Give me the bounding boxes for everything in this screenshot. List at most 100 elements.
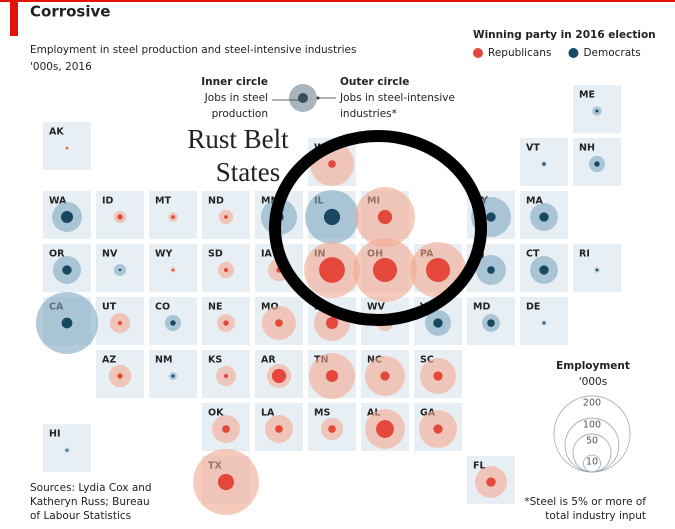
inner-bubble — [170, 320, 176, 326]
key-heading: Inner circle — [201, 76, 268, 88]
inner-bubble — [117, 320, 123, 326]
key-pointer-dot — [316, 96, 320, 100]
source-text: Sources: Lydia Cox and — [30, 482, 152, 494]
inner-bubble — [66, 147, 68, 150]
inner-bubble — [224, 215, 228, 219]
legend-title: Winning party in 2016 election — [473, 29, 656, 41]
units: '000s, 2016 — [30, 61, 92, 73]
state-label: ND — [208, 196, 224, 207]
inner-bubble — [66, 449, 68, 452]
state-label: LA — [261, 408, 275, 419]
inner-bubble — [61, 317, 73, 329]
inner-bubble — [542, 162, 546, 166]
inner-bubble — [275, 425, 283, 433]
inner-bubble — [328, 425, 336, 433]
state-label: SC — [420, 355, 434, 366]
size-legend-label: 50 — [586, 435, 598, 446]
inner-bubble — [319, 257, 345, 283]
legend-swatch — [568, 48, 579, 58]
legend-label: Democrats — [583, 47, 640, 59]
state-label: NE — [208, 302, 222, 313]
inner-bubble — [171, 374, 175, 378]
state-label: WY — [155, 249, 172, 260]
state-label: NV — [102, 249, 118, 260]
state-label: NH — [579, 143, 595, 154]
size-legend-label: 10 — [586, 456, 598, 467]
inner-bubble — [372, 257, 398, 283]
key-text: Jobs in steel — [204, 92, 268, 104]
inner-bubble — [60, 210, 74, 224]
state-label: SD — [208, 249, 223, 260]
state-label: IA — [261, 249, 273, 260]
inner-bubble — [487, 266, 495, 274]
inner-bubble — [380, 371, 390, 381]
state-label: AZ — [102, 355, 116, 366]
inner-bubble — [595, 109, 599, 113]
inner-bubble — [594, 161, 600, 167]
state-label: RI — [579, 249, 590, 260]
key-inner-circle — [298, 93, 308, 103]
state-label: UT — [102, 302, 117, 313]
state-label: OR — [49, 249, 65, 260]
inner-bubble — [325, 316, 339, 330]
inner-bubble — [433, 371, 443, 381]
footnote: total industry input — [545, 510, 646, 522]
state-label: OK — [208, 408, 224, 419]
circle-key: Inner circle Jobs in steel production Ou… — [201, 76, 455, 120]
inner-bubble — [425, 257, 451, 283]
size-legend-circle — [583, 454, 601, 473]
inner-bubble — [117, 214, 123, 220]
state-tile — [43, 122, 91, 171]
size-legend-label: 200 — [583, 397, 601, 408]
state-label: WV — [367, 302, 385, 313]
legend-units: '000s — [579, 376, 607, 388]
state-label: VT — [526, 143, 540, 154]
source-text: Katheryn Russ; Bureau — [30, 496, 150, 508]
inner-bubble — [487, 319, 495, 327]
state-label: MS — [314, 408, 330, 419]
title: Corrosive — [30, 3, 110, 21]
legend-title: Employment — [556, 360, 630, 372]
inner-bubble — [542, 321, 546, 325]
annotation-text: States — [216, 157, 281, 187]
inner-bubble — [539, 212, 549, 222]
state-label: MT — [155, 196, 171, 207]
key-text: industries* — [340, 108, 397, 120]
inner-bubble — [118, 268, 122, 272]
inner-bubble — [275, 319, 283, 327]
inner-bubble — [223, 267, 229, 273]
inner-bubble — [62, 265, 72, 275]
state-label: MD — [473, 302, 490, 313]
annotation-text: Rust Belt — [187, 124, 289, 154]
state-label: AR — [261, 355, 276, 366]
annotation-ellipse — [269, 130, 487, 326]
inner-bubble — [223, 320, 229, 326]
state-label: KS — [208, 355, 222, 366]
size-legend-label: 100 — [583, 420, 601, 431]
state-label: DE — [526, 302, 540, 313]
state-label: NM — [155, 355, 172, 366]
inner-bubble — [325, 369, 339, 383]
state-label: MA — [526, 196, 543, 207]
inner-bubble — [433, 424, 443, 434]
size-legend: Employment '000s 200 100 50 10 — [553, 360, 631, 473]
inner-bubble — [486, 477, 496, 487]
inner-bubble — [377, 209, 393, 225]
inner-bubble — [223, 373, 229, 379]
inner-bubble — [171, 215, 175, 219]
state-label: ID — [102, 196, 114, 207]
key-heading: Outer circle — [340, 76, 409, 88]
inner-bubble — [486, 212, 496, 222]
inner-bubble — [595, 268, 599, 272]
inner-bubble — [539, 265, 549, 275]
key-text: Jobs in steel-intensive — [339, 92, 455, 104]
legend-label: Republicans — [488, 47, 551, 59]
inner-bubble — [376, 420, 394, 438]
inner-bubble — [171, 268, 175, 272]
state-label: CO — [155, 302, 170, 313]
source-text: of Labour Statistics — [30, 510, 131, 522]
inner-bubble — [117, 373, 123, 379]
brand-tag — [10, 0, 18, 36]
inner-bubble — [271, 368, 287, 384]
state-label: WA — [49, 196, 67, 207]
